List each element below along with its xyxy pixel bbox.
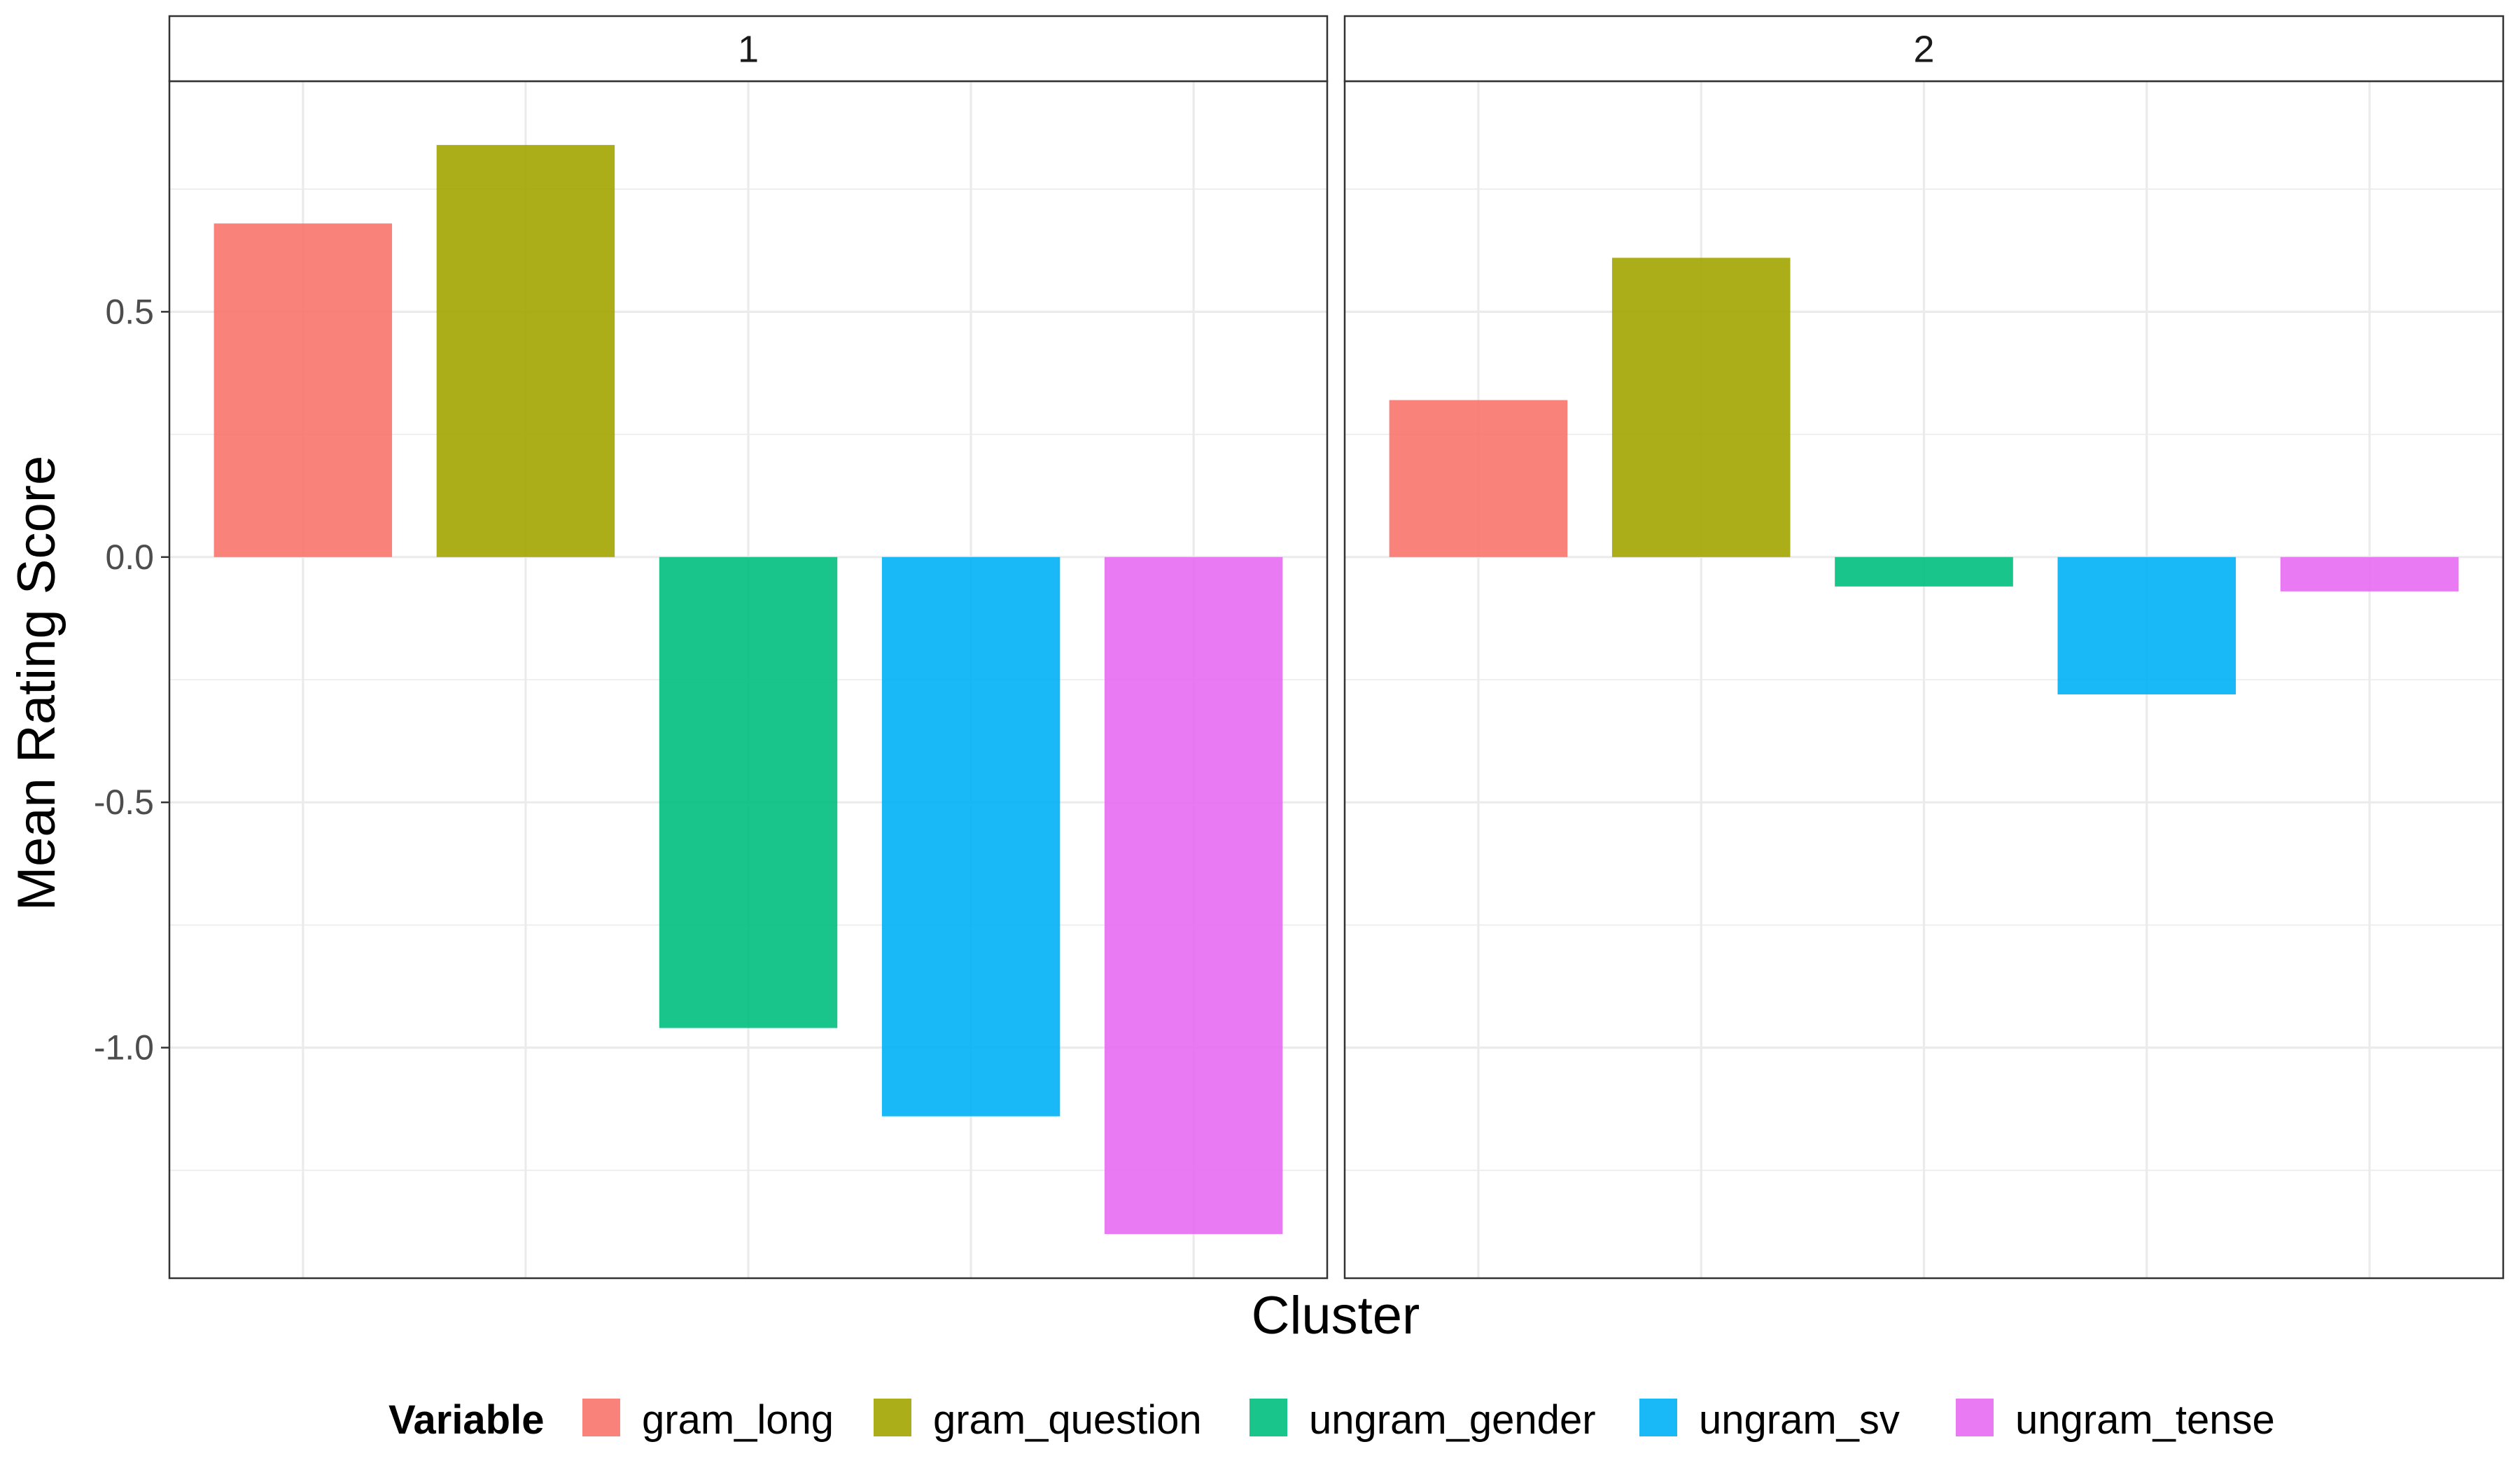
facet-strip-label: 2: [1913, 29, 1934, 71]
bar-gram_question: [436, 145, 615, 557]
bar-gram_question: [1611, 258, 1791, 557]
legend-title: Variable: [388, 1397, 544, 1443]
legend-key-ungram_gender: [1250, 1399, 1287, 1436]
legend-label-ungram_gender: ungram_gender: [1309, 1397, 1596, 1443]
bar-gram_long: [1389, 400, 1568, 557]
legend-key-ungram_tense: [1956, 1399, 1994, 1436]
y-tick-label: 0.0: [105, 538, 154, 577]
facet-strip-label: 1: [738, 29, 759, 71]
x-axis-title: Cluster: [1252, 1286, 1420, 1345]
legend-key-gram_long: [582, 1399, 620, 1436]
bar-gram_long: [214, 223, 393, 557]
y-axis-title: Mean Rating Score: [7, 456, 66, 911]
bar-ungram_gender: [1835, 556, 2013, 587]
legend-label-ungram_sv: ungram_sv: [1699, 1397, 1900, 1443]
bar-ungram_tense: [1104, 556, 1283, 1234]
y-tick-label: -0.5: [94, 783, 154, 822]
legend-key-gram_question: [874, 1399, 911, 1436]
bar-ungram_sv: [881, 556, 1060, 1116]
bar-ungram_gender: [659, 556, 838, 1028]
legend: Variable gram_long gram_question ungram_ge…: [388, 1397, 2275, 1443]
facet-strip: [168, 15, 1329, 83]
y-axis: 0.5 0.0 -0.5 -1.0: [94, 292, 169, 1068]
facet-strip: [1343, 15, 2505, 83]
legend-label-ungram_tense: ungram_tense: [2015, 1397, 2275, 1443]
legend-label-gram_long: gram_long: [642, 1397, 834, 1443]
bar-ungram_tense: [2280, 556, 2459, 592]
facet-panel-1: 1: [168, 15, 1329, 1280]
facet-panel-2: 2: [1343, 15, 2505, 1280]
legend-key-ungram_sv: [1639, 1399, 1677, 1436]
legend-label-gram_question: gram_question: [933, 1397, 1202, 1443]
y-tick-label: -1.0: [94, 1028, 154, 1068]
y-tick-label: 0.5: [105, 292, 154, 331]
bar-ungram_sv: [2057, 556, 2236, 695]
